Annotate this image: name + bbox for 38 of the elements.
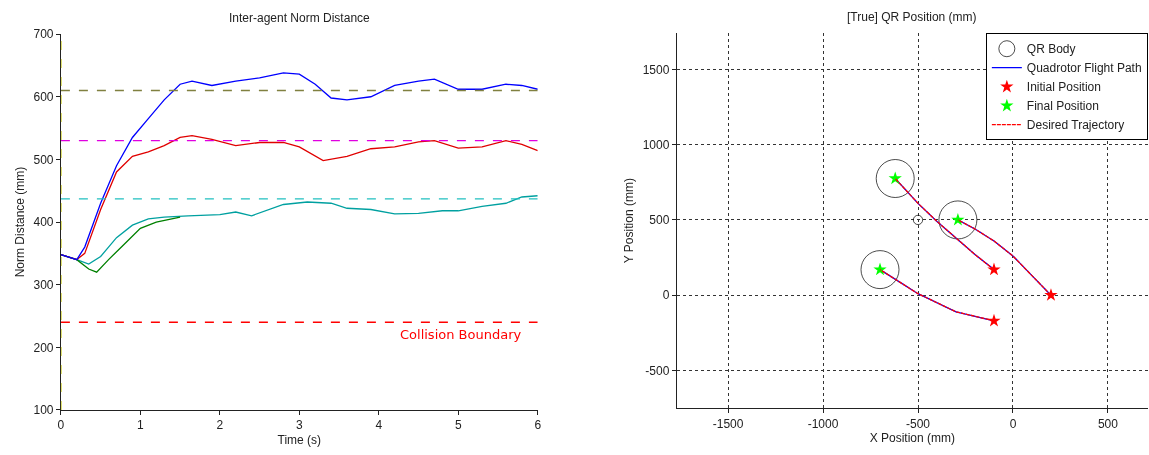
x-tick-label: -1500 xyxy=(712,416,744,431)
x-tick-label: 4 xyxy=(375,418,383,433)
y-tick-label: 0 xyxy=(662,288,670,303)
x-tick-label: 0 xyxy=(57,418,65,433)
y-tick-label: 500 xyxy=(649,213,670,228)
y-tick-label: 600 xyxy=(33,89,54,104)
y-tick-label: 300 xyxy=(33,277,54,292)
chart-title: Inter-agent Norm Distance xyxy=(229,11,371,25)
y-tick-label: 400 xyxy=(33,215,54,230)
x-tick-label: 3 xyxy=(295,418,303,433)
chart-title: [True] QR Position (mm) xyxy=(847,10,977,24)
x-tick-label: -500 xyxy=(905,416,931,431)
ref-line-label: Collision Boundary xyxy=(400,327,522,342)
legend-label: Final Position xyxy=(1026,99,1099,114)
x-tick-label: 5 xyxy=(454,418,462,433)
point xyxy=(987,262,1001,276)
legend-label: Desired Trajectory xyxy=(1026,118,1125,133)
y-tick-label: 1000 xyxy=(642,137,670,152)
x-tick-label: 0 xyxy=(1009,416,1017,431)
legend-label: Initial Position xyxy=(1026,80,1101,95)
x-tick-label: 500 xyxy=(1097,416,1119,431)
x-axis-title: X Position (mm) xyxy=(869,431,955,446)
line-series xyxy=(60,72,538,261)
x-tick-label: 6 xyxy=(534,418,542,433)
y-tick-label: 500 xyxy=(33,152,54,167)
x-tick-label: 1 xyxy=(137,418,145,433)
y-axis-title: Norm Distance (mm) xyxy=(12,166,27,278)
y-tick-label: -500 xyxy=(645,363,670,378)
x-tick-label: -1000 xyxy=(807,416,839,431)
y-tick-label: 200 xyxy=(33,340,54,355)
x-tick-label: 2 xyxy=(216,418,224,433)
x-axis-title: Time (s) xyxy=(277,433,322,448)
y-axis-title: Y Position (mm) xyxy=(621,178,636,264)
y-tick-label: 700 xyxy=(33,27,54,42)
y-tick-label: 100 xyxy=(33,403,54,418)
y-tick-label: 1500 xyxy=(642,62,670,77)
legend-label: QR Body xyxy=(1026,42,1076,57)
legend-label: Quadrotor Flight Path xyxy=(1026,61,1142,76)
